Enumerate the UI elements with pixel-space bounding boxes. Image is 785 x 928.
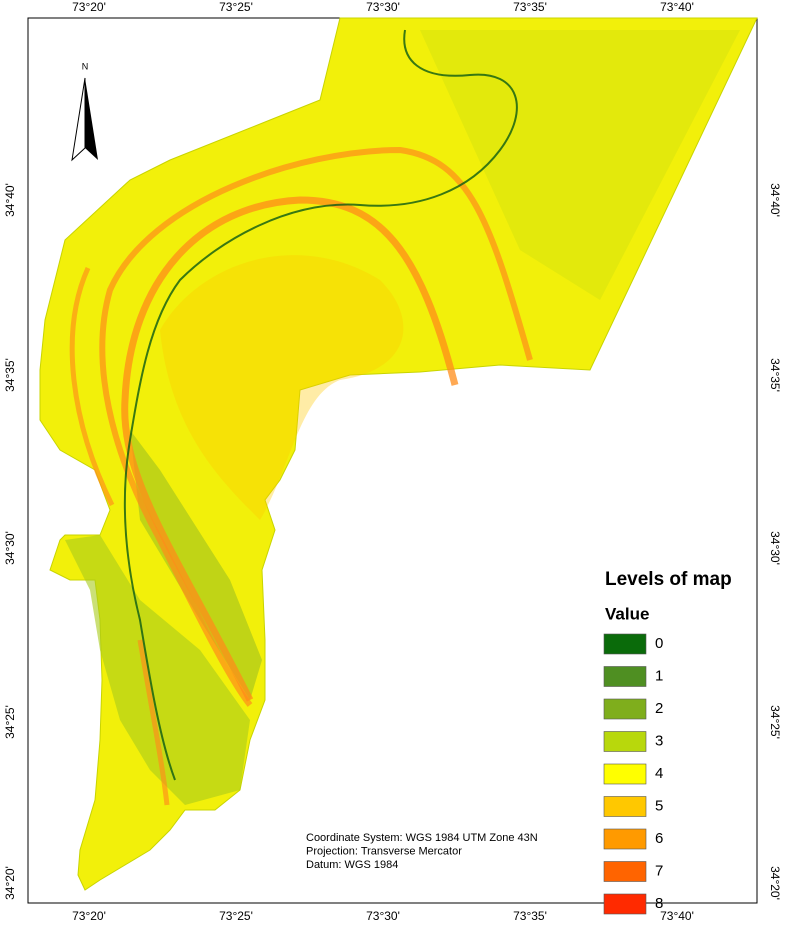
legend-swatch [603, 633, 647, 655]
orange-band [99, 146, 533, 707]
x-tick-label: 73°40' [660, 909, 694, 923]
legend-label: 5 [655, 797, 663, 814]
x-tick-label: 73°30' [366, 909, 400, 923]
legend-label: 3 [655, 732, 663, 749]
map-notes: Coordinate System: WGS 1984 UTM Zone 43N… [306, 832, 538, 871]
y-tick-label: 34°30' [3, 531, 17, 565]
y-tick-label: 34°25' [3, 705, 17, 739]
y-tick-label: 34°35' [3, 358, 17, 392]
green-zone [420, 30, 740, 300]
legend: Levels of map Value 0 1 2 3 4 5 6 7 8 [603, 569, 732, 915]
y-tick-label: 34°30' [768, 531, 782, 565]
green-zone [130, 430, 262, 700]
y-tick-label: 34°20' [768, 866, 782, 900]
legend-label: 6 [655, 830, 663, 847]
orange-band [137, 639, 170, 806]
legend-swatch [603, 893, 647, 915]
x-tick-label: 73°20' [72, 909, 106, 923]
legend-label: 2 [655, 700, 663, 717]
x-tick-label: 73°40' [660, 0, 694, 14]
note: Datum: WGS 1984 [306, 859, 398, 871]
y-tick-label: 34°20' [3, 866, 17, 900]
orange-zone [160, 255, 404, 520]
legend-label: 8 [655, 895, 663, 912]
y-tick-label: 34°40' [3, 183, 17, 217]
north-arrow: N [71, 61, 98, 162]
legend-swatch [603, 828, 647, 850]
legend-swatch [603, 698, 647, 720]
legend-swatch [603, 796, 647, 817]
x-tick-label: 73°20' [72, 0, 106, 14]
legend-label: 1 [655, 667, 663, 684]
y-tick-label: 34°25' [768, 705, 782, 739]
orange-band [121, 196, 459, 702]
study-area [39, 17, 758, 891]
legend-label: 0 [655, 635, 663, 652]
legend-swatch [603, 666, 647, 687]
river [123, 29, 518, 781]
study-area-polygon [39, 17, 758, 891]
note: Projection: Transverse Mercator [306, 845, 462, 857]
legend-swatch [603, 861, 647, 882]
green-zone [65, 535, 250, 805]
legend-label: 4 [655, 765, 663, 782]
legend-swatch [603, 763, 647, 785]
x-tick-label: 73°35' [513, 0, 547, 14]
note: Coordinate System: WGS 1984 UTM Zone 43N [306, 832, 538, 844]
graticule-labels: 73°20' 73°20' 73°25' 73°25' 73°30' 73°30' 73°3… [3, 0, 782, 923]
x-tick-label: 73°25' [219, 0, 253, 14]
north-arrow-right [85, 78, 98, 160]
x-tick-label: 73°30' [366, 0, 400, 14]
orange-band [69, 266, 115, 507]
north-label: N [82, 61, 89, 71]
legend-subtitle: Value [605, 604, 649, 623]
legend-title: Levels of map [605, 569, 732, 590]
x-tick-label: 73°35' [513, 909, 547, 923]
legend-label: 7 [655, 862, 663, 879]
legend-swatch [603, 731, 647, 752]
y-tick-label: 34°40' [768, 183, 782, 217]
x-tick-label: 73°25' [219, 909, 253, 923]
y-tick-label: 34°35' [768, 358, 782, 392]
